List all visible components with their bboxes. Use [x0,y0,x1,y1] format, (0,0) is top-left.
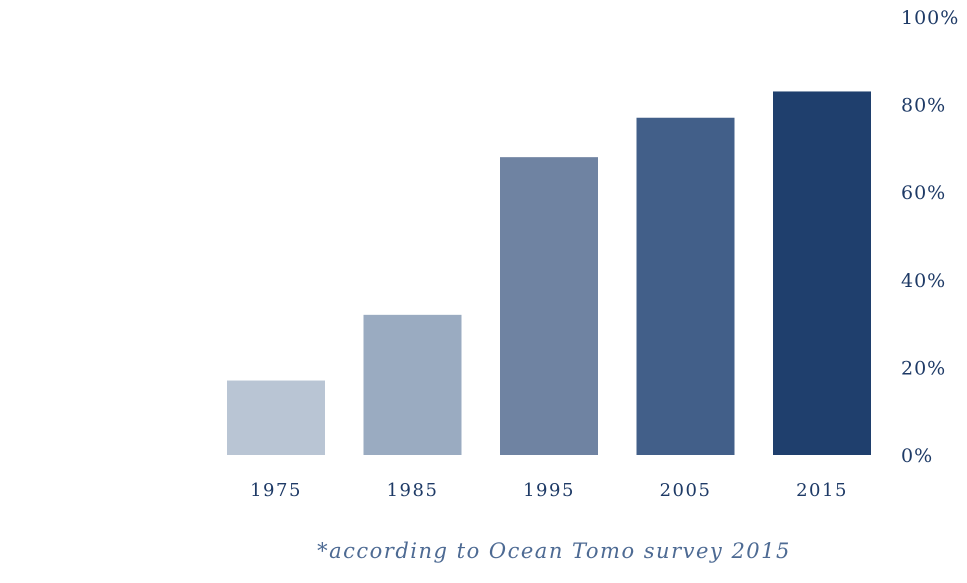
y-tick-label-20: 20% [901,357,946,379]
y-tick-label-0: 0% [901,445,933,467]
x-axis-labels: 1975 1985 1995 2005 2015 [250,480,848,501]
y-tick-label-80: 80% [901,95,946,117]
bar-1985 [363,314,462,455]
x-tick-label-2005: 2005 [660,480,712,501]
bar-2015 [773,91,871,456]
bar-1975 [227,380,325,455]
y-axis-labels: 0% 20% 40% 60% 80% 100% [901,7,959,467]
y-tick-label-60: 60% [901,182,946,204]
bar-1995 [500,157,598,455]
x-tick-label-2015: 2015 [796,480,848,501]
bars-group [227,91,871,456]
bar-2005 [636,117,735,456]
x-tick-label-1985: 1985 [387,480,439,501]
x-tick-label-1995: 1995 [523,480,575,501]
footnote: *according to Ocean Tomo survey 2015 [317,539,791,563]
x-tick-label-1975: 1975 [250,480,302,501]
y-tick-label-100: 100% [901,7,959,29]
y-tick-label-40: 40% [901,270,946,292]
